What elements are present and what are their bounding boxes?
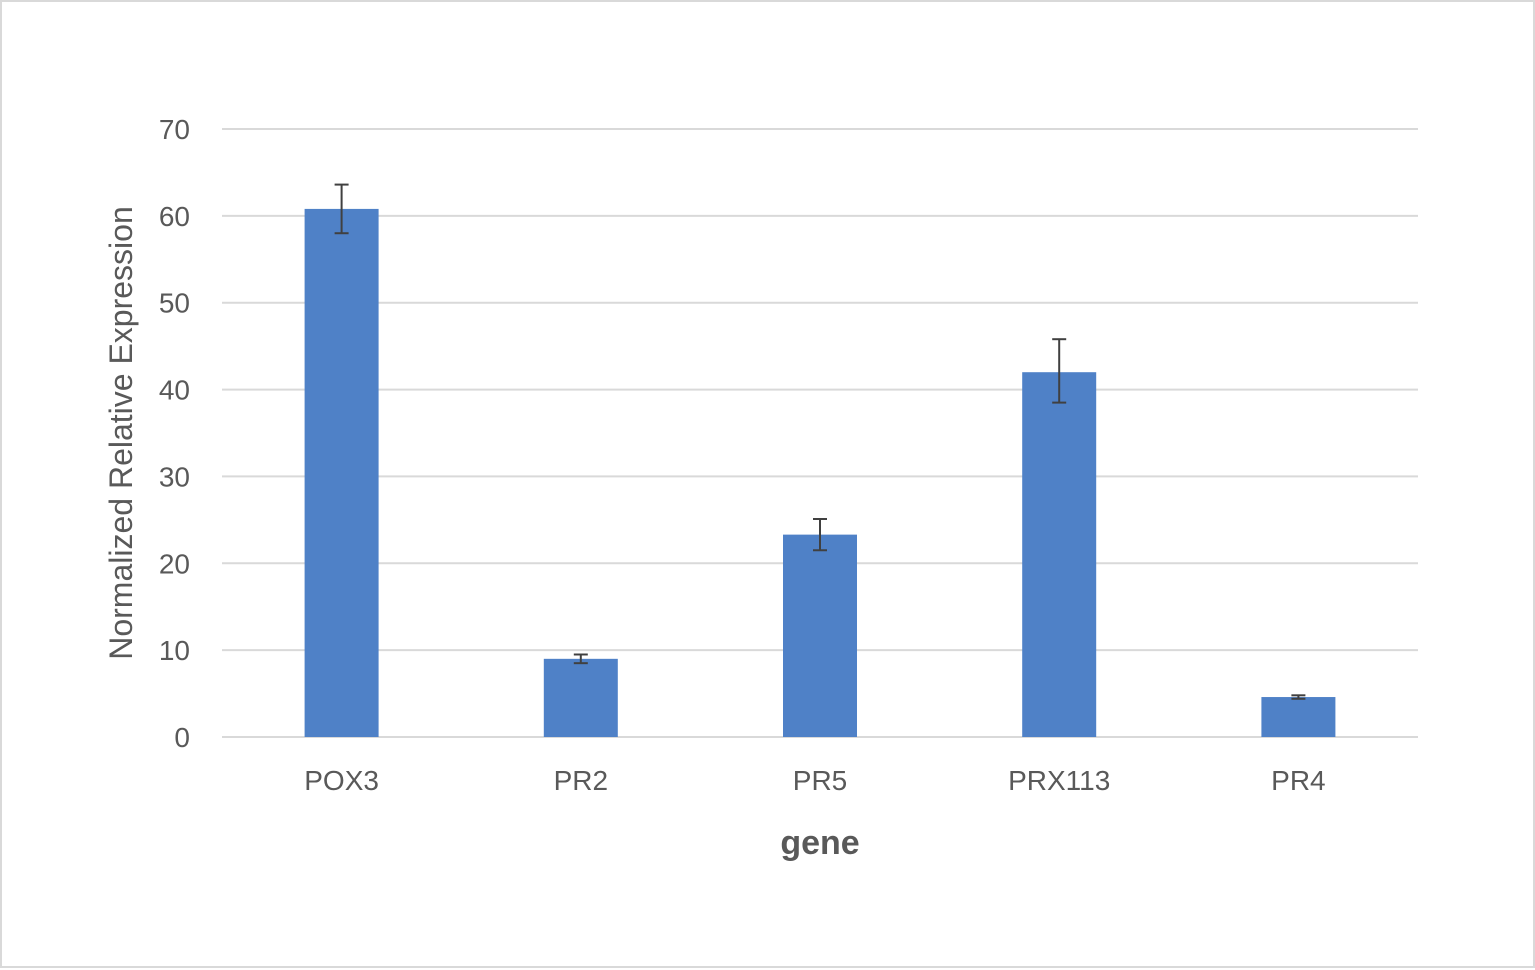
error-bar-pr5 bbox=[813, 517, 827, 552]
y-tick-label: 50 bbox=[159, 288, 190, 319]
x-axis-title: gene bbox=[780, 824, 859, 862]
y-axis-ticks: 0 10 20 30 40 50 60 70 bbox=[159, 114, 190, 753]
error-bar-pr4 bbox=[1291, 694, 1306, 700]
bar-prx113 bbox=[1022, 372, 1097, 737]
x-tick-label: PR5 bbox=[793, 765, 847, 796]
error-bars bbox=[334, 183, 1306, 700]
y-axis-title: Normalized Relative Expression bbox=[103, 206, 139, 660]
bar-pr2 bbox=[543, 658, 618, 737]
bar-pr5 bbox=[783, 534, 857, 737]
x-tick-label: PRX113 bbox=[1008, 765, 1110, 796]
y-tick-label: 70 bbox=[159, 114, 190, 145]
bar-pox3 bbox=[304, 208, 379, 737]
x-tick-label: PR2 bbox=[554, 765, 608, 796]
error-bar-prx113 bbox=[1052, 338, 1067, 404]
x-axis-ticks: POX3 PR2 PR5 PRX113 PR4 bbox=[304, 765, 1325, 796]
y-tick-label: 20 bbox=[159, 548, 190, 579]
bars bbox=[304, 208, 1336, 737]
x-tick-label: POX3 bbox=[304, 765, 379, 796]
y-tick-label: 60 bbox=[159, 201, 190, 232]
bar-pr4 bbox=[1261, 697, 1336, 737]
y-tick-label: 0 bbox=[174, 722, 190, 753]
error-bar-pox3 bbox=[334, 183, 349, 235]
error-bar-pr2 bbox=[573, 653, 588, 665]
y-tick-label: 30 bbox=[159, 461, 190, 492]
x-tick-label: PR4 bbox=[1271, 765, 1325, 796]
y-tick-label: 10 bbox=[159, 635, 190, 666]
y-tick-label: 40 bbox=[159, 375, 190, 406]
